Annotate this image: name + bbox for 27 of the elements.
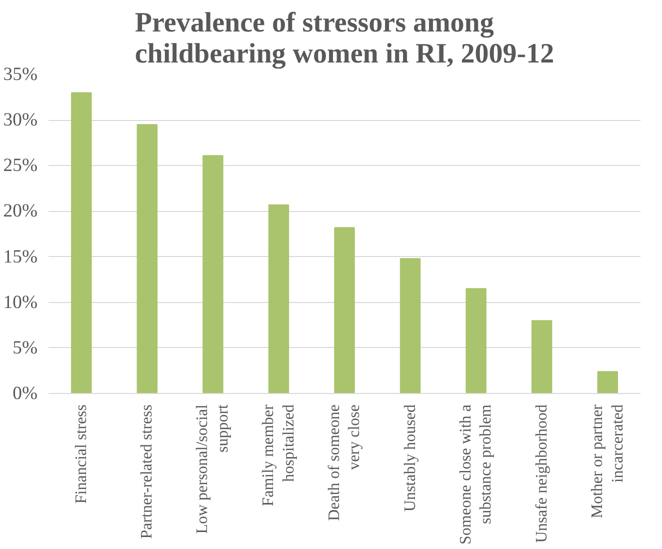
y-tick-label: 30% xyxy=(3,110,38,131)
x-tick-label: Low personal/social support xyxy=(194,404,232,534)
bar xyxy=(597,371,618,394)
bar xyxy=(400,258,421,394)
x-tick-label: Death of someone very close xyxy=(326,404,364,521)
bar xyxy=(268,204,290,394)
y-tick-label: 5% xyxy=(12,337,38,358)
x-tick-label: Unstably housed xyxy=(402,404,419,512)
y-tick-label: 25% xyxy=(3,155,38,176)
bar xyxy=(531,320,552,394)
bar xyxy=(136,124,158,394)
chart-title: Prevalence of stressors among childbearing women in RI, 2009-12 xyxy=(134,8,554,70)
y-tick-label: 35% xyxy=(3,64,38,85)
y-tick-label: 10% xyxy=(3,292,38,313)
bar xyxy=(202,155,224,394)
x-tick-label: Someone close with a substance problem xyxy=(457,404,495,544)
bar xyxy=(71,92,92,394)
x-tick-label: Unsafe neighborhood xyxy=(533,404,550,543)
x-tick-label: Partner-related stress xyxy=(138,404,156,539)
x-tick-label: Mother or partner incarcerated xyxy=(588,404,626,518)
x-tick-label: Family member hospitalized xyxy=(260,404,298,506)
bar xyxy=(466,288,486,394)
x-tick-label: Financial stress xyxy=(72,404,90,504)
y-tick-label: 15% xyxy=(3,246,38,268)
y-tick-label: 0% xyxy=(12,383,38,404)
y-tick-label: 20% xyxy=(3,200,38,222)
bar xyxy=(334,227,355,394)
